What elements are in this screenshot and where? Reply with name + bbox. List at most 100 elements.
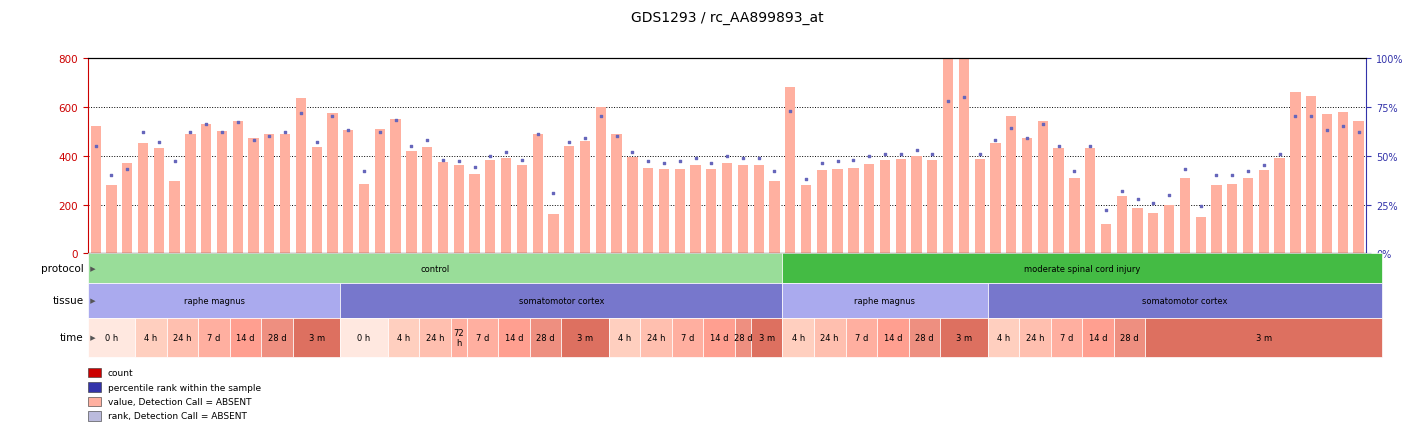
Text: 3 m: 3 m xyxy=(576,333,593,342)
Bar xyxy=(974,160,984,254)
Bar xyxy=(201,125,211,254)
Bar xyxy=(391,120,401,254)
Bar xyxy=(422,148,432,254)
Point xyxy=(178,129,201,136)
Point xyxy=(732,155,755,161)
Bar xyxy=(501,159,511,254)
Point xyxy=(227,119,249,127)
Text: 14 d: 14 d xyxy=(1089,333,1107,342)
Bar xyxy=(1133,209,1143,254)
Bar xyxy=(375,129,385,254)
Bar xyxy=(1164,205,1174,254)
Bar xyxy=(1148,214,1158,254)
Text: ▶: ▶ xyxy=(88,335,95,341)
Point xyxy=(779,108,801,115)
Text: control: control xyxy=(421,264,450,273)
Point xyxy=(605,133,627,140)
Text: 72
h: 72 h xyxy=(453,328,464,347)
Point xyxy=(1300,114,1323,121)
Text: 3 m: 3 m xyxy=(1256,333,1272,342)
Bar xyxy=(154,149,164,254)
Point xyxy=(1158,192,1181,199)
Text: 14 d: 14 d xyxy=(884,333,902,342)
Bar xyxy=(470,174,480,254)
Point xyxy=(763,168,786,175)
Point xyxy=(1063,168,1086,175)
Point xyxy=(1079,143,1102,150)
Point xyxy=(447,158,470,165)
Text: 28 d: 28 d xyxy=(733,333,752,342)
Bar xyxy=(691,166,701,254)
Bar xyxy=(1007,117,1017,254)
Text: 7 d: 7 d xyxy=(855,333,868,342)
Point xyxy=(1048,143,1070,150)
Bar xyxy=(406,151,416,254)
Point xyxy=(432,157,455,164)
Bar xyxy=(1117,197,1127,254)
Text: 4 h: 4 h xyxy=(396,333,411,342)
Bar xyxy=(1211,186,1222,254)
Bar xyxy=(896,160,906,254)
Point xyxy=(321,114,344,121)
Text: tissue: tissue xyxy=(52,296,84,306)
Text: raphe magnus: raphe magnus xyxy=(854,296,916,305)
Point xyxy=(1315,128,1338,135)
Point xyxy=(479,153,501,160)
Bar xyxy=(296,99,306,254)
Bar xyxy=(658,170,670,254)
Text: 0 h: 0 h xyxy=(357,333,371,342)
Point xyxy=(1284,114,1307,121)
Point xyxy=(1143,200,1165,207)
Bar xyxy=(674,170,685,254)
Point xyxy=(273,129,296,136)
Point xyxy=(1205,172,1228,179)
Text: percentile rank within the sample: percentile rank within the sample xyxy=(108,383,261,391)
Point xyxy=(368,129,391,136)
Point xyxy=(953,94,976,101)
Bar xyxy=(912,156,922,254)
Point xyxy=(290,110,313,117)
Bar xyxy=(137,144,149,254)
Bar xyxy=(438,162,447,254)
Point xyxy=(211,129,234,136)
Text: 28 d: 28 d xyxy=(268,333,286,342)
Bar xyxy=(864,165,874,254)
Point xyxy=(542,190,565,197)
Bar xyxy=(217,132,227,254)
Text: protocol: protocol xyxy=(41,264,84,273)
Bar xyxy=(879,161,891,254)
Point xyxy=(858,153,881,160)
Point xyxy=(85,143,108,150)
Text: 28 d: 28 d xyxy=(915,333,933,342)
Bar xyxy=(91,127,101,254)
Point xyxy=(1000,125,1022,132)
Point xyxy=(794,176,817,183)
Point xyxy=(353,168,375,175)
Bar xyxy=(122,164,132,254)
Point xyxy=(937,98,960,105)
Point xyxy=(306,139,329,146)
Text: 7 d: 7 d xyxy=(681,333,694,342)
Point xyxy=(810,161,833,168)
Point xyxy=(1253,162,1276,169)
Bar xyxy=(769,182,780,254)
Bar xyxy=(581,141,590,254)
Point xyxy=(337,128,360,135)
Point xyxy=(558,139,581,146)
Point xyxy=(637,158,660,165)
Text: 28 d: 28 d xyxy=(1120,333,1138,342)
Point xyxy=(1347,129,1369,136)
Bar xyxy=(643,168,653,254)
Point xyxy=(1110,188,1133,195)
Point xyxy=(163,158,185,165)
Bar xyxy=(833,170,843,254)
Bar xyxy=(106,186,116,254)
Bar xyxy=(327,114,337,254)
Bar xyxy=(753,166,763,254)
Bar xyxy=(1323,115,1332,254)
Bar xyxy=(312,148,321,254)
Bar xyxy=(1069,178,1079,254)
Bar xyxy=(738,166,748,254)
Point xyxy=(1095,207,1117,214)
Bar xyxy=(170,182,180,254)
